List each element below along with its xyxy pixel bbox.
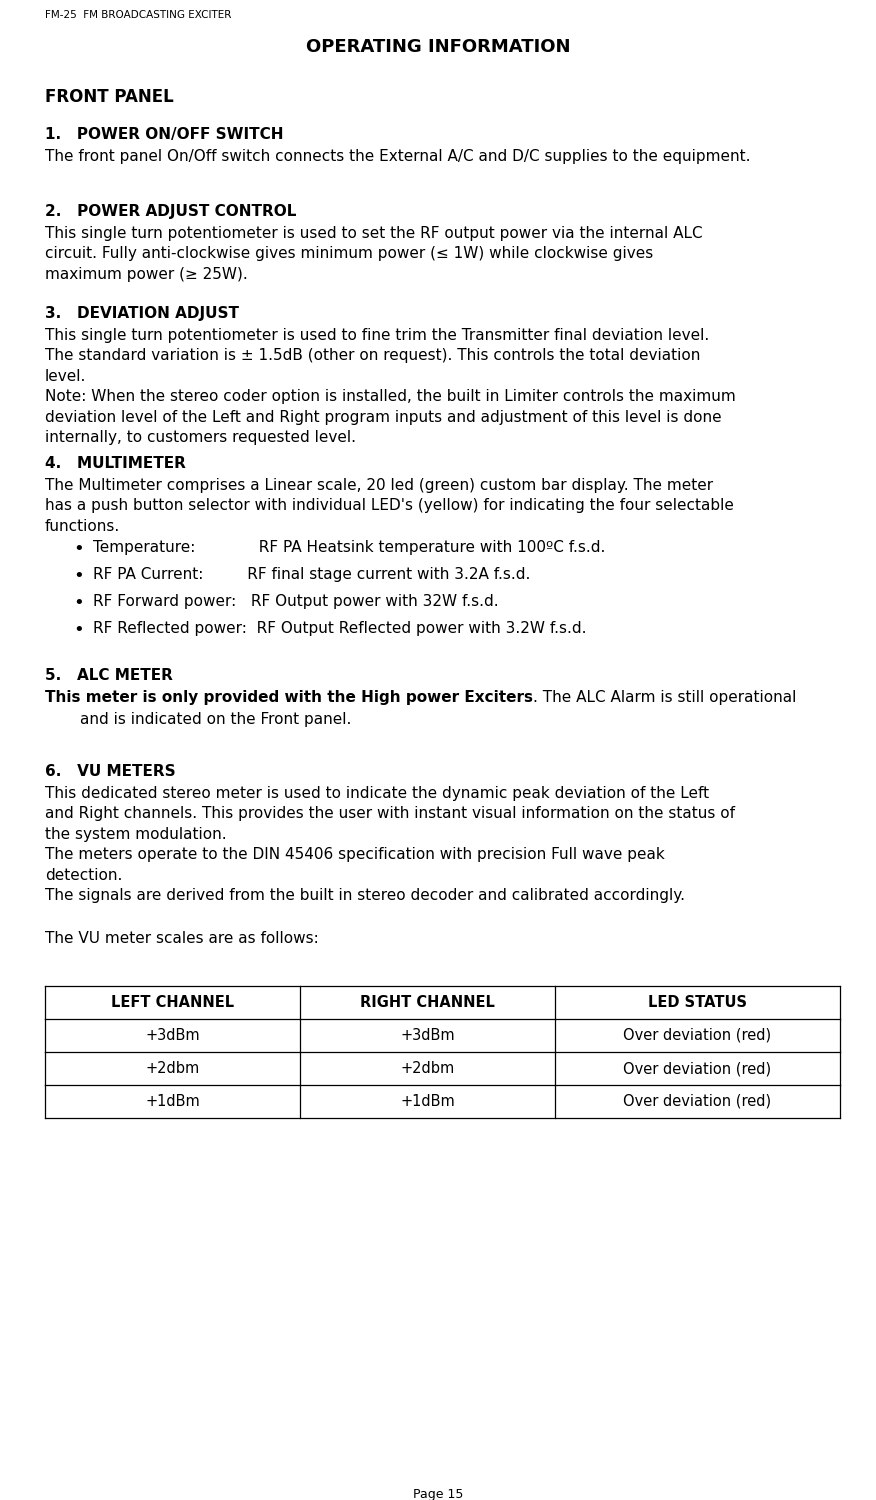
Bar: [45, 1019, 840, 1052]
Text: •: •: [73, 540, 84, 558]
Text: This single turn potentiometer is used to set the RF output power via the intern: This single turn potentiometer is used t…: [45, 226, 703, 282]
Text: This single turn potentiometer is used to fine trim the Transmitter final deviat: This single turn potentiometer is used t…: [45, 328, 736, 446]
Text: . The ALC Alarm is still operational: . The ALC Alarm is still operational: [533, 690, 796, 705]
Text: 6.   VU METERS: 6. VU METERS: [45, 764, 175, 778]
Text: This dedicated stereo meter is used to indicate the dynamic peak deviation of th: This dedicated stereo meter is used to i…: [45, 786, 735, 903]
Text: 2.   POWER ADJUST CONTROL: 2. POWER ADJUST CONTROL: [45, 204, 296, 219]
Text: Over deviation (red): Over deviation (red): [624, 1028, 772, 1042]
Text: FRONT PANEL: FRONT PANEL: [45, 88, 173, 106]
Text: +3dBm: +3dBm: [145, 1028, 200, 1042]
Text: The Multimeter comprises a Linear scale, 20 led (green) custom bar display. The : The Multimeter comprises a Linear scale,…: [45, 478, 734, 534]
Text: LEFT CHANNEL: LEFT CHANNEL: [111, 994, 234, 1010]
Text: +3dBm: +3dBm: [400, 1028, 455, 1042]
Text: LED STATUS: LED STATUS: [648, 994, 747, 1010]
Text: FM-25  FM BROADCASTING EXCITER: FM-25 FM BROADCASTING EXCITER: [45, 10, 231, 20]
Text: Over deviation (red): Over deviation (red): [624, 1060, 772, 1076]
Text: 5.   ALC METER: 5. ALC METER: [45, 668, 173, 682]
Text: RF PA Current:         RF final stage current with 3.2A f.s.d.: RF PA Current: RF final stage current wi…: [93, 567, 530, 582]
Text: 4.   MULTIMETER: 4. MULTIMETER: [45, 456, 186, 471]
Text: •: •: [73, 567, 84, 585]
Text: +1dBm: +1dBm: [145, 1094, 200, 1108]
Text: The front panel On/Off switch connects the External A/C and D/C supplies to the : The front panel On/Off switch connects t…: [45, 148, 751, 164]
Text: RF Reflected power:  RF Output Reflected power with 3.2W f.s.d.: RF Reflected power: RF Output Reflected …: [93, 621, 587, 636]
Text: +1dBm: +1dBm: [400, 1094, 455, 1108]
Text: +2dbm: +2dbm: [400, 1060, 455, 1076]
Text: RF Forward power:   RF Output power with 32W f.s.d.: RF Forward power: RF Output power with 3…: [93, 594, 498, 609]
Text: The VU meter scales are as follows:: The VU meter scales are as follows:: [45, 932, 319, 946]
Text: •: •: [73, 594, 84, 612]
Text: RIGHT CHANNEL: RIGHT CHANNEL: [360, 994, 495, 1010]
Text: and is indicated on the Front panel.: and is indicated on the Front panel.: [80, 712, 351, 728]
Text: Page 15: Page 15: [413, 1488, 463, 1500]
Text: This meter is only provided with the High power Exciters: This meter is only provided with the Hig…: [45, 690, 533, 705]
Bar: [45, 986, 840, 1018]
Text: OPERATING INFORMATION: OPERATING INFORMATION: [306, 38, 570, 56]
Text: 3.   DEVIATION ADJUST: 3. DEVIATION ADJUST: [45, 306, 239, 321]
Bar: [45, 1084, 840, 1118]
Bar: [45, 1052, 840, 1084]
Text: Temperature:             RF PA Heatsink temperature with 100ºC f.s.d.: Temperature: RF PA Heatsink temperature …: [93, 540, 605, 555]
Text: •: •: [73, 621, 84, 639]
Text: 1.   POWER ON/OFF SWITCH: 1. POWER ON/OFF SWITCH: [45, 128, 284, 142]
Text: Over deviation (red): Over deviation (red): [624, 1094, 772, 1108]
Text: +2dbm: +2dbm: [145, 1060, 200, 1076]
